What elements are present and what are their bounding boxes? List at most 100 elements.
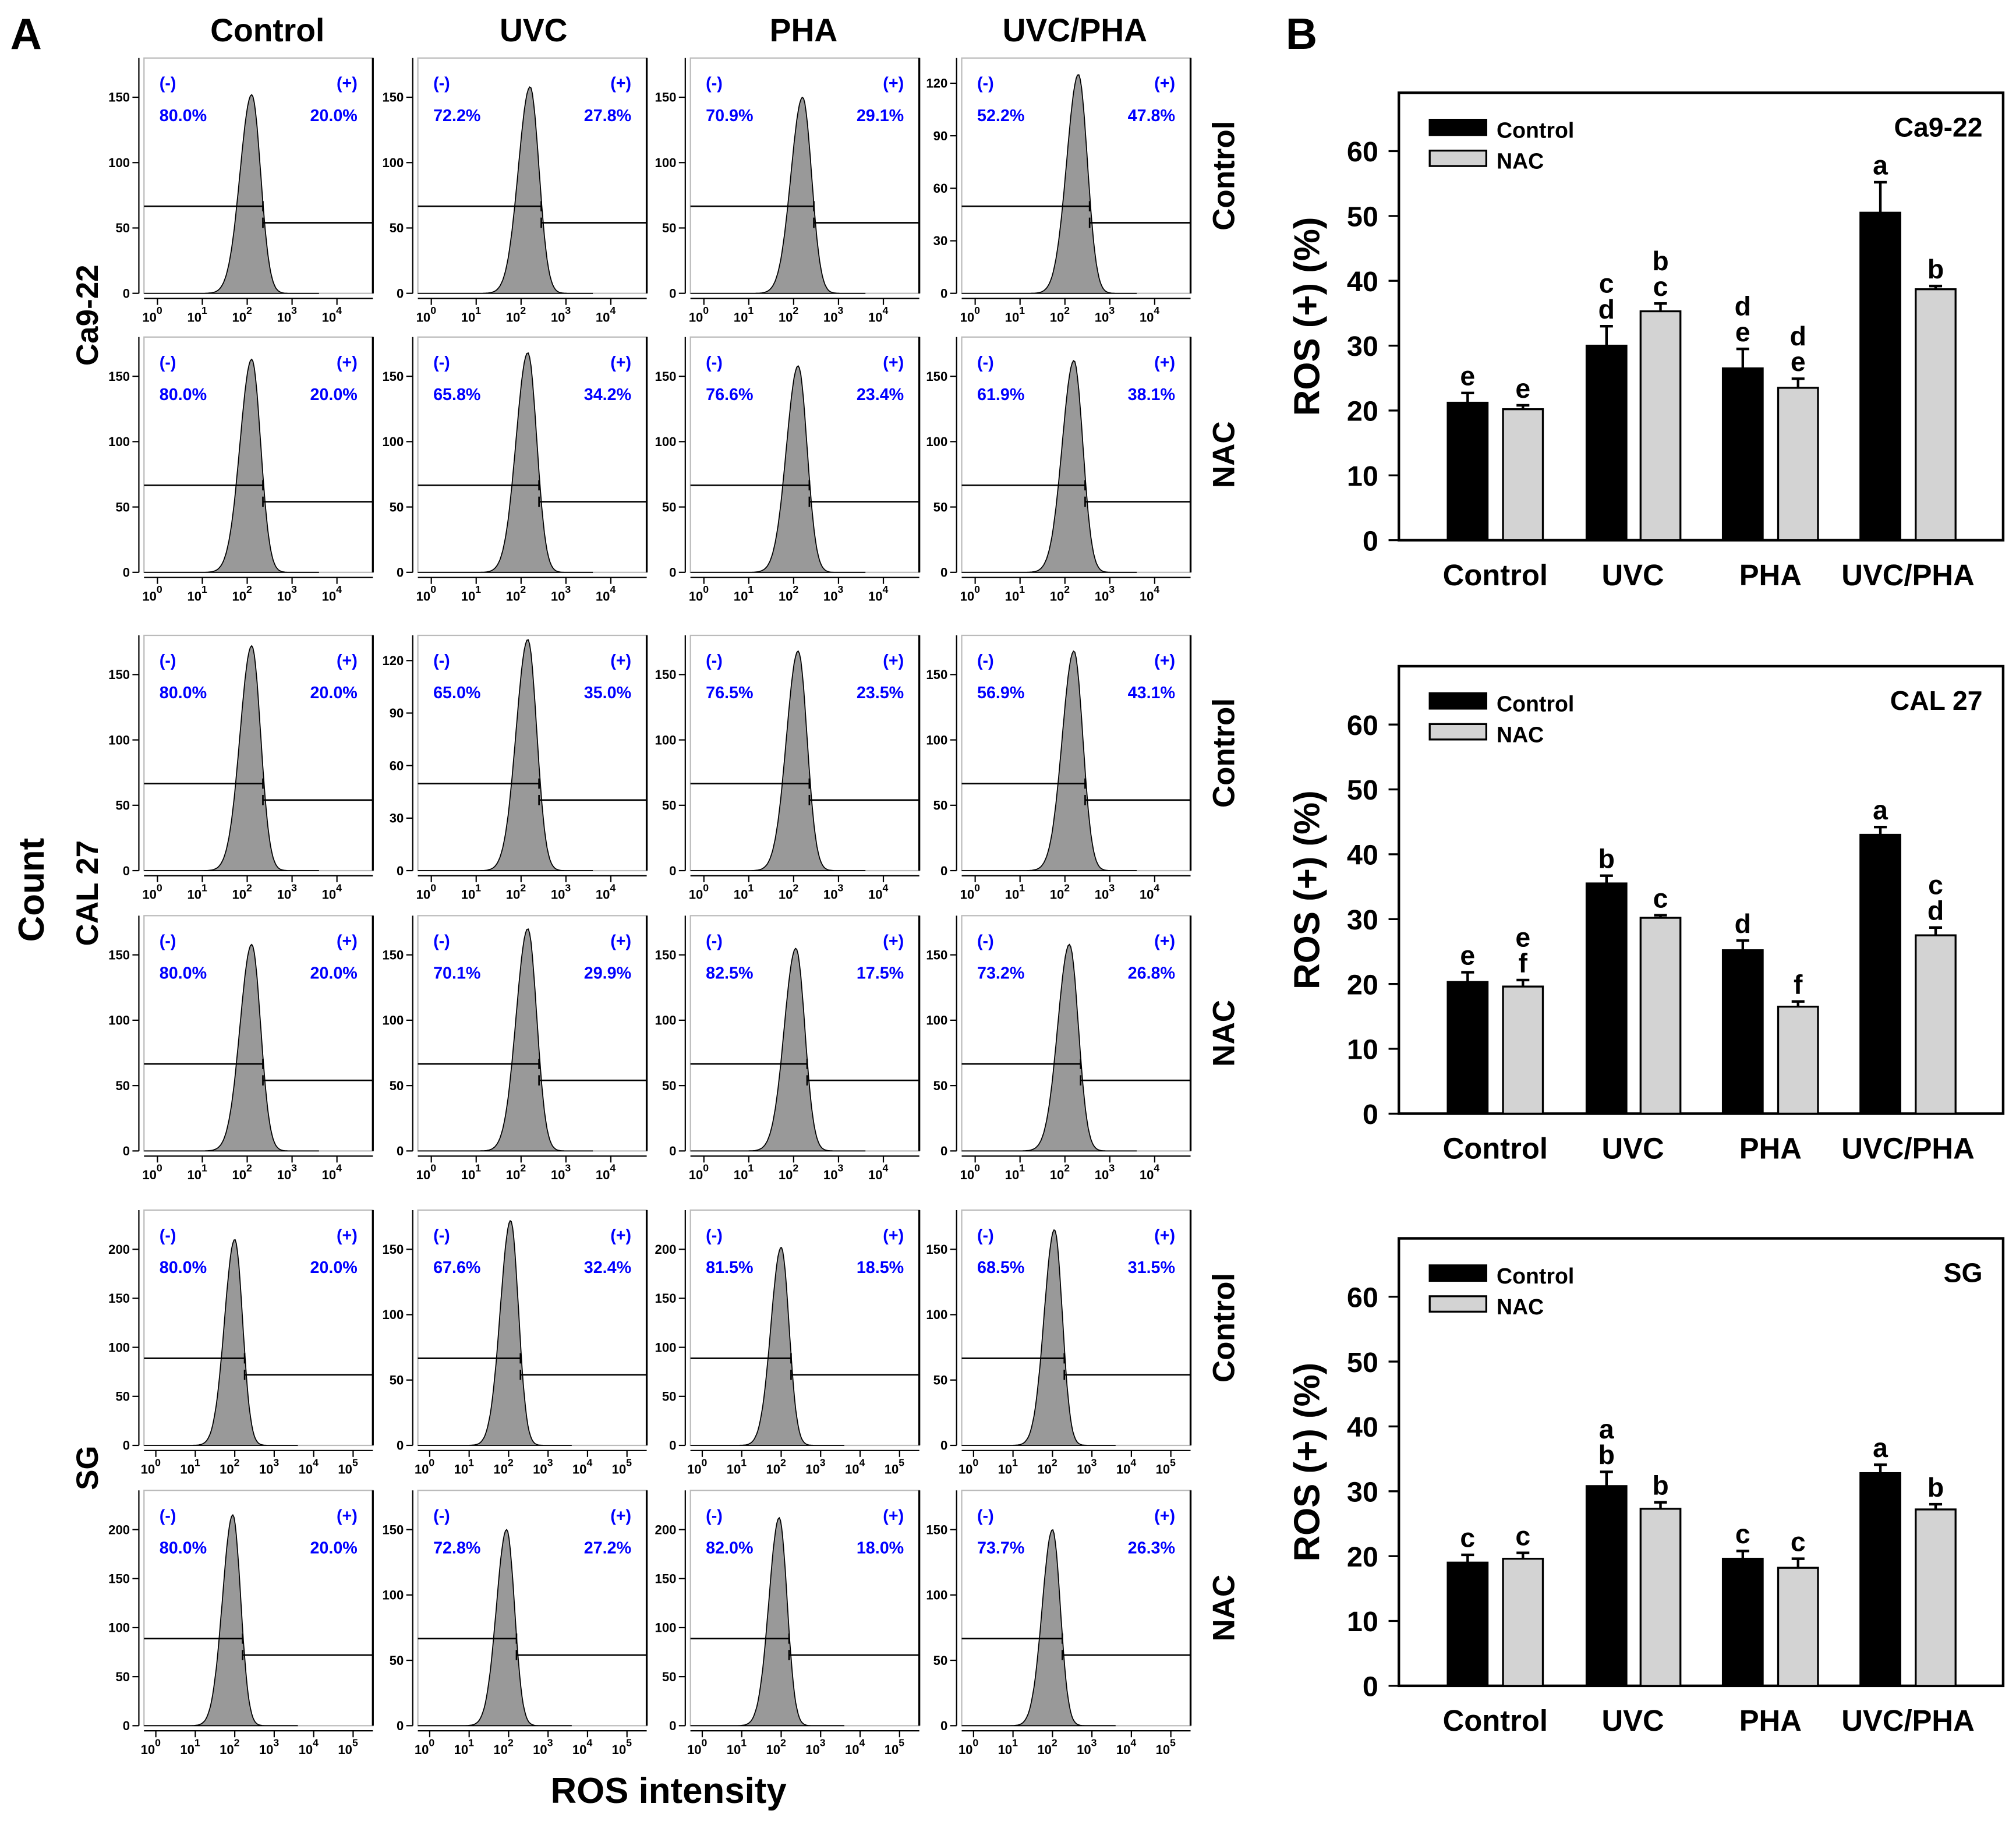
y-tick-label: 200	[108, 1522, 130, 1537]
negative-label: (-)	[706, 932, 723, 950]
y-tick-label: 50	[933, 1079, 948, 1093]
x-tick-base: 10	[461, 1168, 476, 1182]
x-tick-exponent: 0	[157, 584, 162, 595]
x-tick-base: 10	[533, 1742, 547, 1757]
x-tick-exponent: 0	[703, 1162, 709, 1174]
histogram-curve	[690, 650, 866, 871]
y-tick-label: 0	[1363, 1671, 1378, 1703]
x-tick-base: 10	[1095, 310, 1109, 324]
x-tick-exponent: 1	[475, 882, 481, 893]
x-tick-label: 101	[727, 1456, 747, 1476]
positive-label: (+)	[337, 75, 358, 93]
x-tick-label: 101	[1005, 882, 1025, 901]
category-label: Control	[1443, 1704, 1548, 1737]
histogram-curve	[961, 943, 1137, 1152]
bar	[1585, 1485, 1628, 1687]
legend-label: Control	[1497, 691, 1574, 716]
gate-marker	[418, 201, 647, 228]
x-tick-label: 101	[187, 584, 207, 603]
x-tick-base: 10	[1050, 310, 1064, 324]
x-tick-exponent: 4	[336, 305, 342, 316]
x-tick-exponent: 2	[780, 1456, 786, 1468]
treatment-label: Control	[1207, 698, 1242, 808]
x-tick-label: 101	[727, 1737, 747, 1757]
x-tick-exponent: 4	[610, 1162, 616, 1174]
significance-letter: f	[1794, 969, 1803, 999]
y-tick-label: 0	[669, 286, 676, 300]
y-tick-label: 60	[1347, 710, 1378, 741]
panel-frame	[961, 1209, 1191, 1447]
y-tick-label: 0	[397, 1144, 404, 1158]
x-tick-exponent: 4	[336, 882, 342, 893]
x-tick-exponent: 2	[520, 584, 526, 595]
positive-label: (+)	[610, 652, 631, 670]
negative-label: (-)	[706, 353, 723, 372]
x-tick-exponent: 4	[1130, 1737, 1136, 1749]
significance-letter: b	[1927, 254, 1944, 284]
panel-frame	[417, 1209, 648, 1447]
x-tick-exponent: 3	[565, 882, 571, 893]
histogram-curve	[144, 358, 319, 573]
y-tick-label: 0	[669, 1144, 676, 1158]
negative-percent: 65.8%	[433, 386, 480, 404]
y-tick-label: 120	[926, 76, 947, 91]
x-tick-exponent: 4	[336, 1162, 342, 1174]
y-tick-label: 0	[940, 286, 947, 300]
negative-label: (-)	[433, 932, 450, 950]
treatment-label: NAC	[1207, 1575, 1242, 1642]
x-tick-base: 10	[766, 1742, 780, 1757]
significance-letter: a	[1873, 1433, 1888, 1463]
x-tick-exponent: 2	[1064, 1162, 1070, 1174]
positive-percent: 20.0%	[310, 386, 357, 404]
x-tick-label: 103	[1077, 1456, 1097, 1476]
y-tick-label: 150	[382, 90, 404, 105]
y-tick-label: 100	[655, 733, 677, 747]
negative-label: (-)	[160, 1507, 176, 1525]
x-tick-base: 10	[277, 887, 292, 902]
y-axis-label: ROS (+) (%)	[1287, 1363, 1327, 1562]
negative-percent: 70.1%	[433, 964, 480, 983]
significance-letter: c	[1791, 1526, 1806, 1557]
negative-percent: 76.6%	[706, 386, 753, 404]
x-tick-exponent: 2	[793, 305, 798, 316]
bar	[1585, 882, 1628, 1115]
significance-letter: e	[1735, 317, 1750, 347]
x-tick-exponent: 3	[837, 305, 843, 316]
x-tick-label: 100	[416, 882, 437, 901]
y-tick-label: 50	[662, 1389, 677, 1404]
y-tick-label: 100	[382, 434, 404, 449]
x-tick-base: 10	[1037, 1462, 1052, 1477]
x-tick-base: 10	[845, 1742, 860, 1757]
x-tick-base: 10	[322, 1168, 337, 1182]
x-tick-label: 102	[1050, 305, 1070, 324]
x-tick-base: 10	[868, 310, 883, 324]
y-tick-label: 50	[115, 1389, 130, 1404]
y-tick-label: 0	[123, 1144, 130, 1158]
bar	[1446, 981, 1489, 1115]
histogram-curve	[144, 94, 319, 294]
x-tick-exponent: 0	[430, 1162, 436, 1174]
x-tick-base: 10	[1050, 887, 1064, 902]
negative-percent: 80.0%	[160, 684, 207, 702]
x-tick-exponent: 5	[1170, 1737, 1176, 1749]
x-tick-label: 104	[1140, 882, 1160, 901]
x-tick-label: 101	[180, 1456, 200, 1476]
x-tick-label: 102	[232, 1162, 253, 1182]
x-tick-base: 10	[596, 310, 610, 324]
x-tick-base: 10	[1156, 1462, 1170, 1477]
gate-marker	[961, 778, 1191, 805]
negative-label: (-)	[706, 652, 723, 670]
x-tick-label: 104	[1116, 1456, 1137, 1476]
negative-percent: 82.5%	[706, 964, 753, 983]
x-tick-label: 101	[187, 882, 207, 901]
x-tick-base: 10	[805, 1462, 820, 1477]
x-tick-label: 100	[141, 1737, 161, 1757]
category-label: UVC	[1601, 558, 1664, 592]
legend-swatch	[1428, 692, 1487, 710]
